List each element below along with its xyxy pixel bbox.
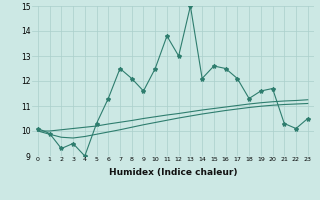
X-axis label: Humidex (Indice chaleur): Humidex (Indice chaleur) bbox=[108, 168, 237, 177]
